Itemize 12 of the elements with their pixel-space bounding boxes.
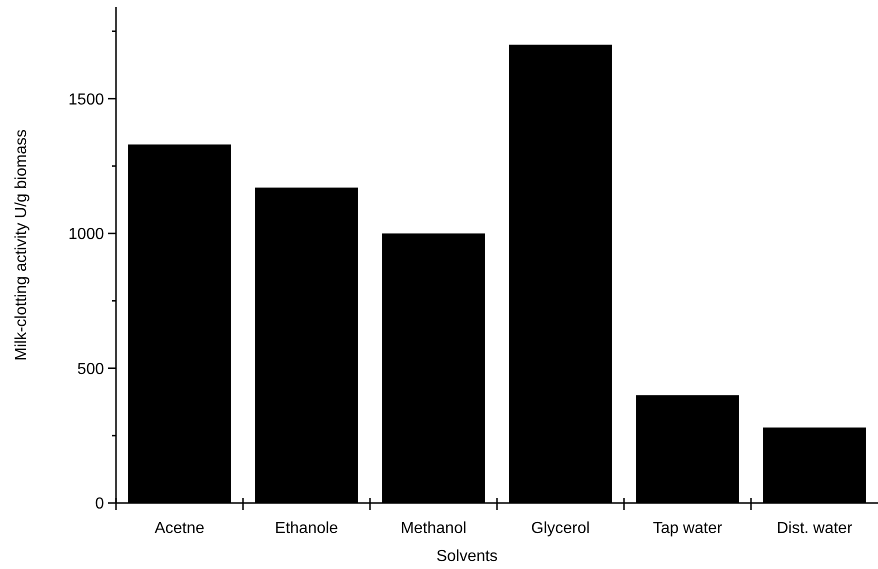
- x-tick-label: Acetne: [154, 520, 205, 537]
- x-tick-label: Glycerol: [531, 520, 590, 537]
- x-tick-label: Methanol: [400, 520, 466, 537]
- x-tick-label: Tap water: [652, 520, 723, 537]
- y-tick-label: 1500: [68, 91, 104, 108]
- y-axis-title: Milk-clotting activity U/g biomass: [13, 129, 30, 361]
- x-axis-title: Solvents: [436, 548, 498, 565]
- y-tick-label: 0: [95, 496, 104, 513]
- x-tick-label: Dist. water: [776, 520, 853, 537]
- y-tick-label: 1000: [68, 226, 104, 244]
- y-tick-label: 500: [77, 360, 104, 378]
- x-tick-label: Ethanole: [274, 520, 338, 537]
